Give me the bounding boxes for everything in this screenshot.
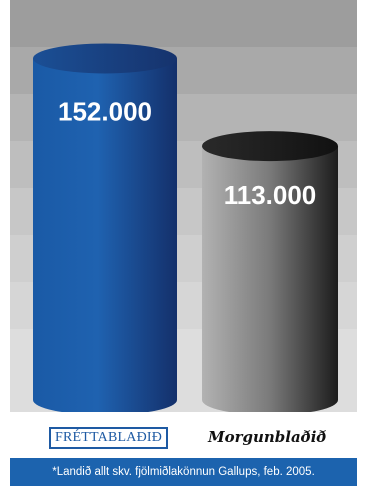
bar-body [33, 58, 177, 412]
bar-morgunbladid: 113.000 [202, 131, 338, 412]
chart-plot: 152.000 113.000 [33, 43, 338, 412]
bar-top [33, 43, 177, 74]
background-band [10, 0, 357, 47]
chart-panel: 152.000 113.000 [10, 0, 357, 412]
bar-value-label: 113.000 [224, 180, 317, 210]
morgunbladid-logo: Morgunblaðið [208, 428, 327, 446]
footnote: *Landið allt skv. fjölmiðlakönnun Gallup… [10, 458, 357, 486]
bar-frettabladid: 152.000 [33, 43, 177, 412]
bar-body [202, 146, 338, 412]
logo-row: FRÉTTABLAÐIÐ Morgunblaðið [10, 412, 357, 458]
bar-top [202, 131, 338, 162]
bar-value-label: 152.000 [58, 96, 152, 126]
frettabladid-logo: FRÉTTABLAÐIÐ [49, 427, 169, 449]
